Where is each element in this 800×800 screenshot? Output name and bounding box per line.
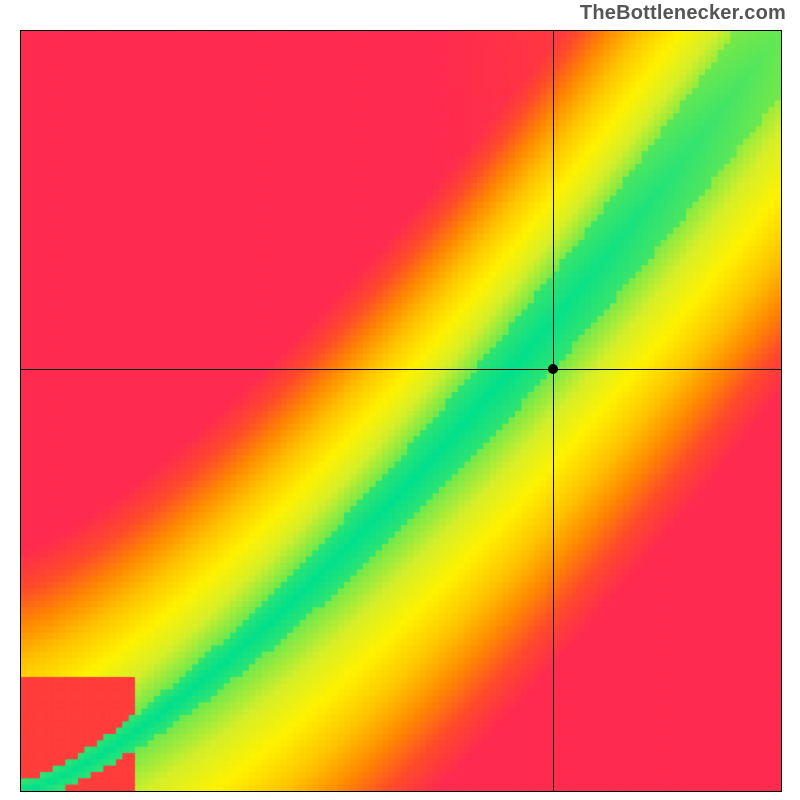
watermark-text: TheBottlenecker.com — [580, 2, 786, 25]
crosshair-marker — [548, 364, 558, 374]
crosshair-horizontal — [21, 369, 781, 370]
plot-area — [20, 30, 782, 792]
chart-container: TheBottlenecker.com — [0, 0, 800, 800]
crosshair-vertical — [553, 31, 554, 791]
heatmap-canvas — [21, 31, 781, 791]
